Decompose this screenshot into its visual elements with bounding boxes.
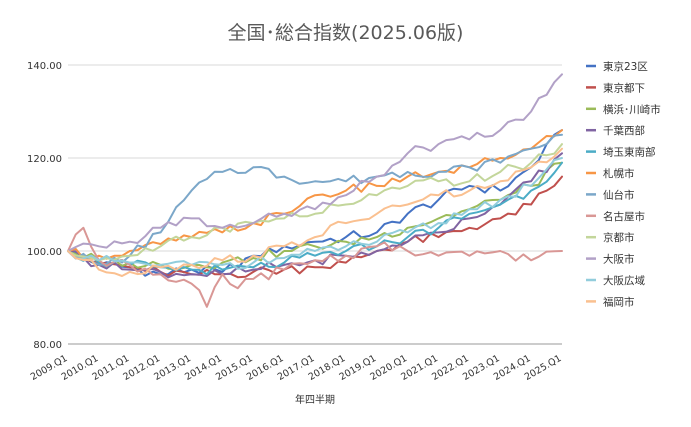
series-line bbox=[67, 133, 563, 266]
series-line bbox=[67, 157, 563, 270]
y-tick-label: 120.00 bbox=[27, 154, 62, 165]
y-tick-label: 100.00 bbox=[27, 247, 62, 258]
legend-label: 仙台市 bbox=[603, 188, 635, 201]
legend-label: 福岡市 bbox=[603, 295, 635, 308]
legend-label: 東京23区 bbox=[603, 60, 648, 73]
legend-label: 横浜･川崎市 bbox=[603, 103, 661, 116]
series-line bbox=[67, 226, 563, 308]
legend-label: 大阪広域 bbox=[603, 274, 645, 287]
legend-label: 埼玉東南部 bbox=[603, 146, 656, 159]
series-line bbox=[67, 129, 563, 261]
chart-title: 全国･総合指数(2025.06版) bbox=[227, 22, 464, 44]
x-axis-title: 年四半期 bbox=[295, 393, 335, 406]
legend-label: 札幌市 bbox=[603, 167, 635, 180]
series-line bbox=[67, 143, 563, 262]
legend-label: 名古屋市 bbox=[603, 210, 645, 223]
series-line bbox=[67, 147, 563, 277]
legend-label: 千葉西部 bbox=[603, 124, 645, 137]
y-tick-label: 80.00 bbox=[33, 340, 62, 351]
series-line bbox=[67, 152, 563, 279]
legend-label: 大阪市 bbox=[603, 253, 635, 266]
series-line bbox=[67, 73, 563, 252]
series-line bbox=[67, 161, 563, 271]
legend-label: 京都市 bbox=[603, 231, 635, 244]
legend-label: 東京都下 bbox=[603, 81, 645, 94]
y-tick-label: 140.00 bbox=[27, 61, 62, 72]
